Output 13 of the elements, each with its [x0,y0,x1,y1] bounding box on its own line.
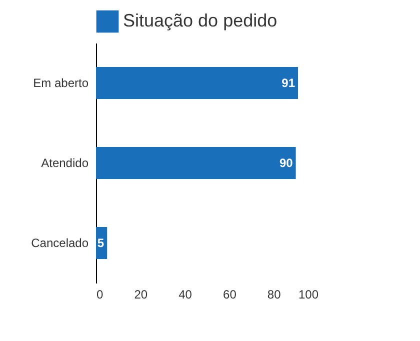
x-tick-label: 60 [223,288,237,302]
x-tick-label: 100 [298,288,319,302]
y-tick-label: Cancelado [31,236,89,250]
legend-label: Situação do pedido [123,10,278,30]
data-label: 90 [279,156,294,170]
x-tick-label: 80 [267,288,282,302]
y-tick-label: Atendido [41,156,89,170]
x-tick-label: 40 [178,288,192,302]
data-label: 5 [97,236,104,250]
y-tick-label: Em aberto [33,76,89,90]
x-tick-label: 20 [134,288,148,302]
x-tick-label: 0 [96,288,104,302]
data-label: 91 [282,76,296,90]
